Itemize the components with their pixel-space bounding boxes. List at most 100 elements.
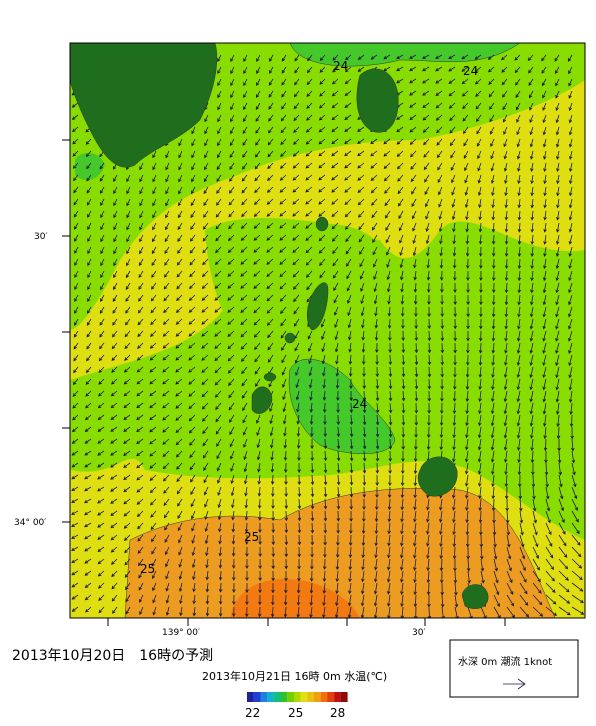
- current-arrow: [99, 318, 105, 326]
- current-arrow: [192, 570, 196, 581]
- current-arrow: [123, 522, 131, 529]
- current-arrow: [292, 162, 300, 169]
- current-arrow: [163, 486, 170, 494]
- current-arrow: [97, 450, 105, 456]
- current-arrow: [87, 234, 92, 243]
- current-arrow: [271, 594, 275, 606]
- legend-arrow: [503, 678, 526, 690]
- current-arrow: [230, 486, 235, 497]
- current-arrow: [85, 402, 92, 409]
- current-arrow: [73, 342, 79, 350]
- current-arrow: [477, 462, 482, 475]
- current-arrow: [270, 438, 274, 449]
- current-arrow: [451, 198, 456, 208]
- current-arrow: [401, 402, 406, 414]
- current-arrow: [489, 102, 495, 110]
- current-arrow: [388, 414, 393, 426]
- current-arrow: [163, 306, 170, 314]
- current-arrow: [568, 126, 573, 136]
- current-arrow: [555, 138, 560, 148]
- current-arrow: [453, 366, 457, 378]
- current-arrow: [149, 462, 157, 469]
- current-arrow: [426, 558, 430, 572]
- current-arrow: [414, 366, 419, 378]
- current-arrow: [214, 330, 222, 337]
- current-arrow: [357, 66, 365, 72]
- current-arrow: [179, 594, 183, 605]
- current-arrow: [362, 450, 367, 462]
- current-arrow: [266, 222, 274, 229]
- current-arrow: [545, 582, 556, 594]
- current-arrow: [217, 90, 222, 99]
- current-arrow: [516, 426, 521, 439]
- current-arrow: [125, 270, 131, 279]
- current-arrow: [413, 558, 417, 571]
- current-arrow: [336, 510, 341, 522]
- current-arrow: [305, 246, 313, 254]
- current-arrow: [74, 258, 79, 266]
- current-arrow: [362, 438, 367, 450]
- current-arrow: [281, 354, 287, 364]
- colorbar-swatch: [273, 692, 281, 702]
- current-arrow: [527, 54, 534, 62]
- current-arrow: [477, 438, 482, 451]
- current-arrow: [375, 390, 380, 402]
- current-arrow: [543, 150, 547, 160]
- current-arrow: [480, 558, 485, 572]
- current-arrow: [255, 102, 261, 110]
- current-arrow: [175, 342, 183, 349]
- current-arrow: [488, 90, 495, 98]
- current-arrow: [519, 594, 529, 606]
- current-arrow: [72, 414, 79, 421]
- current-arrow: [270, 450, 274, 461]
- current-arrow: [530, 186, 534, 197]
- current-arrow: [217, 498, 222, 509]
- current-arrow: [331, 150, 339, 157]
- current-arrow: [297, 522, 302, 534]
- current-arrow: [477, 450, 482, 463]
- current-arrow: [218, 570, 223, 581]
- current-arrow: [370, 138, 378, 145]
- current-arrow: [280, 318, 287, 327]
- current-arrow: [297, 462, 301, 474]
- current-arrow: [188, 402, 196, 410]
- current-arrow: [280, 114, 287, 122]
- current-arrow: [504, 246, 509, 257]
- current-arrow: [72, 162, 79, 169]
- current-arrow: [202, 246, 209, 254]
- current-arrow: [555, 402, 560, 415]
- current-arrow: [189, 258, 196, 266]
- current-arrow: [516, 402, 521, 415]
- current-arrow: [162, 438, 170, 445]
- current-arrow: [100, 222, 105, 231]
- current-arrow: [388, 450, 393, 462]
- current-arrow: [151, 282, 157, 290]
- current-arrow: [216, 162, 222, 171]
- current-arrow: [529, 366, 534, 379]
- current-arrow: [490, 174, 495, 184]
- current-arrow: [97, 402, 105, 409]
- current-arrow: [230, 90, 235, 99]
- current-arrow: [401, 378, 406, 390]
- current-arrow: [152, 234, 157, 243]
- current-arrow: [87, 282, 92, 291]
- current-arrow: [240, 330, 248, 338]
- current-arrow: [413, 270, 417, 281]
- current-arrow: [86, 198, 92, 206]
- current-arrow: [344, 66, 352, 73]
- current-arrow: [504, 294, 509, 306]
- current-arrow: [283, 462, 288, 473]
- current-arrow: [570, 438, 575, 452]
- current-arrow: [296, 606, 301, 618]
- current-arrow: [113, 186, 118, 195]
- current-arrow: [98, 354, 105, 362]
- current-arrow: [490, 402, 495, 415]
- current-arrow: [110, 462, 118, 468]
- current-arrow: [232, 582, 236, 593]
- current-arrow: [201, 402, 209, 410]
- current-arrow: [413, 486, 417, 499]
- current-arrow: [201, 390, 209, 398]
- current-arrow: [123, 426, 131, 432]
- current-arrow: [493, 594, 500, 608]
- current-arrow: [240, 318, 248, 326]
